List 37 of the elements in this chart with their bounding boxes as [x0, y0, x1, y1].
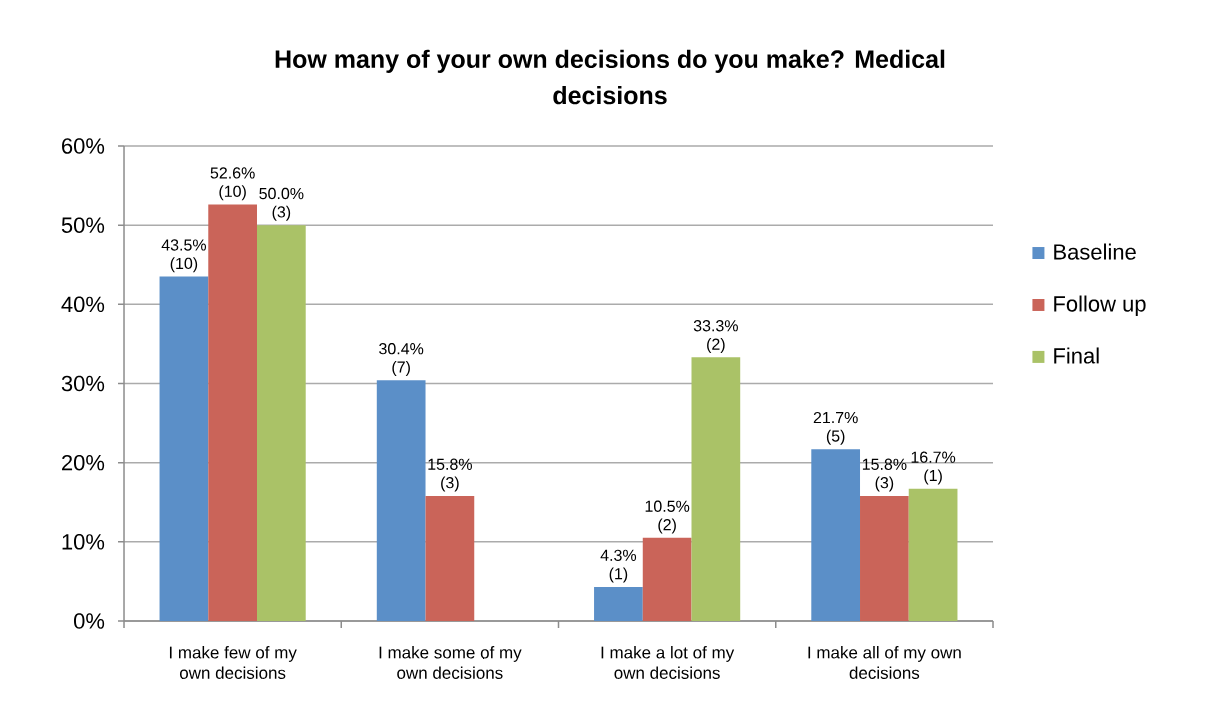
y-tick-label: 60%: [62, 138, 105, 154]
bar: [594, 586, 643, 621]
bar: [425, 495, 475, 621]
data-label: 16.7% (1): [911, 451, 956, 485]
legend-label: Follow up: [1054, 295, 1146, 316]
data-label: 15.8% (3): [862, 458, 907, 492]
data-label: 4.3% (1): [600, 549, 637, 583]
y-tick-label: 50%: [61, 217, 105, 233]
legend-label: Baseline: [1054, 243, 1136, 260]
y-tick-label: 40%: [61, 296, 105, 313]
data-label: 30.4% (7): [379, 343, 424, 376]
data-label: 15.8% (3): [428, 458, 472, 492]
bar: [257, 225, 306, 621]
data-label: 50.0% (3): [259, 187, 304, 221]
bar: [811, 449, 861, 621]
y-tick-label: 20%: [62, 454, 105, 471]
y-tick-label: 10%: [62, 534, 105, 550]
x-tick-label: I make few of my own decisions: [169, 646, 297, 679]
bar: [208, 204, 257, 621]
data-label: 33.3% (2): [693, 320, 738, 353]
x-tick-label: I make some of my own decisions: [379, 646, 522, 679]
data-label: 52.6% (10): [210, 167, 255, 201]
y-tick-label: 0%: [73, 613, 105, 629]
bar: [159, 276, 209, 621]
bar: [376, 380, 426, 621]
bar: [860, 495, 909, 621]
bar: [908, 488, 958, 621]
y-tick-label: 30%: [61, 375, 105, 392]
bar: [691, 357, 741, 621]
bar: [642, 537, 692, 621]
data-label: 21.7% (5): [813, 411, 858, 445]
data-label: 10.5% (2): [645, 500, 690, 534]
legend-label: Final: [1054, 347, 1099, 364]
x-tick-label: I make a lot of my own decisions: [601, 646, 735, 679]
x-tick-label: I make all of my own decisions: [808, 646, 961, 679]
data-label: 43.5% (10): [161, 239, 207, 273]
chart-title: How many of your own decisions do you make? Medical decisions: [275, 49, 945, 105]
